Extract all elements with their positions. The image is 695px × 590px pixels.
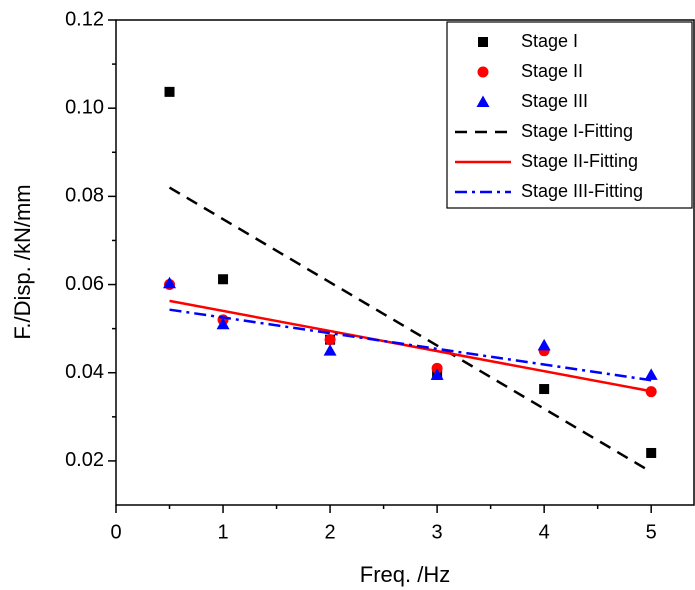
legend-label: Stage I [521, 31, 578, 51]
y-tick-label: 0.12 [65, 8, 104, 30]
x-tick-label: 0 [110, 521, 121, 543]
y-tick-label: 0.10 [65, 96, 104, 118]
data-point [430, 368, 444, 380]
fit-line [169, 308, 652, 382]
legend-label: Stage II-Fitting [521, 151, 638, 171]
x-tick-label: 4 [539, 521, 550, 543]
legend-swatch [478, 37, 488, 47]
legend-label: Stage III-Fitting [521, 181, 643, 201]
y-tick-label: 0.06 [65, 273, 104, 295]
data-point [646, 447, 657, 458]
x-tick-label: 1 [217, 521, 228, 543]
legend-label: Stage II [521, 61, 583, 81]
legend-box [446, 21, 693, 209]
y-tick-label: 0.08 [65, 185, 104, 207]
data-point [644, 368, 658, 380]
x-tick-label: 3 [432, 521, 443, 543]
fit-line [168, 186, 652, 474]
data-point [218, 274, 229, 285]
data-point [431, 362, 443, 374]
data-point [163, 276, 177, 289]
x-axis-label: Freq. /Hz [360, 562, 450, 587]
x-tick-label: 2 [325, 521, 336, 543]
data-point [164, 86, 175, 97]
data-point [645, 386, 657, 398]
data-point [216, 317, 230, 330]
y-tick-label: 0.02 [65, 449, 104, 471]
legend-label: Stage I-Fitting [521, 121, 633, 141]
data-point [323, 344, 337, 356]
x-tick-label: 5 [646, 521, 657, 543]
data-point [539, 384, 550, 395]
legend-label: Stage III [521, 91, 588, 111]
data-point [537, 338, 551, 351]
y-axis-label: F./Disp. /kN/mm [10, 184, 35, 339]
legend-swatch [477, 66, 489, 78]
data-point [324, 334, 336, 346]
y-tick-label: 0.04 [65, 361, 104, 383]
plot-frame [115, 19, 695, 506]
legend-swatch [476, 95, 490, 107]
